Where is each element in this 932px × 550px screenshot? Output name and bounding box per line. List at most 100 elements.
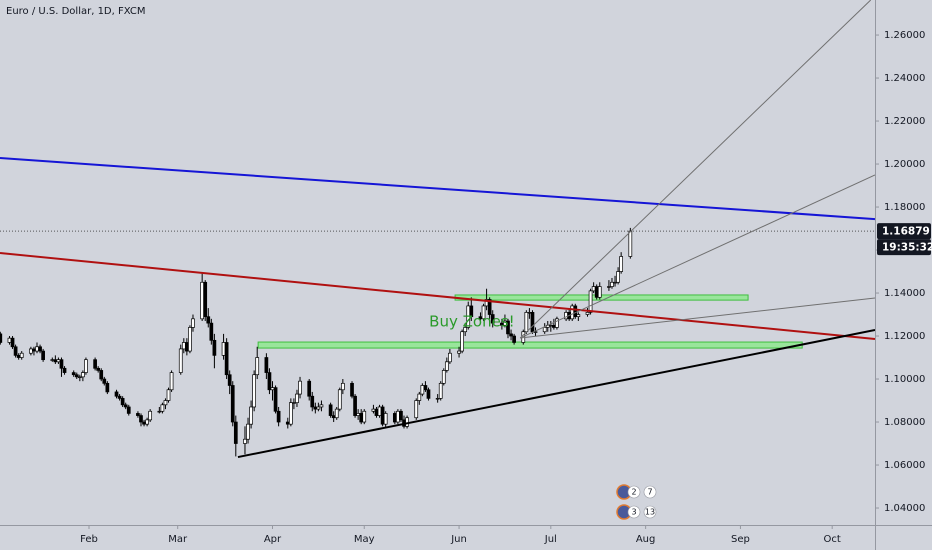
candle-body <box>126 406 131 414</box>
candle-body <box>142 421 146 425</box>
candle-body <box>506 320 510 335</box>
candle-body <box>487 299 492 315</box>
candle-body <box>53 359 58 363</box>
candle-body <box>481 305 486 320</box>
candle-body <box>13 346 18 356</box>
candle-body <box>224 342 229 376</box>
candle-body <box>264 357 269 373</box>
x-tick-label: Aug <box>636 534 656 545</box>
candle-body <box>420 385 425 395</box>
candle-body <box>185 342 189 352</box>
candle-body <box>243 438 247 444</box>
candle-body <box>359 413 364 423</box>
trend-line <box>519 0 872 339</box>
candle-body <box>448 352 452 363</box>
candle-body <box>157 410 162 413</box>
candle-body <box>610 281 614 287</box>
candle-body <box>35 346 39 352</box>
candle-body <box>573 305 578 318</box>
candle-body <box>542 327 547 333</box>
candle-body <box>200 281 205 320</box>
last-price-badge <box>877 223 931 240</box>
candle-body <box>331 415 336 419</box>
x-tick-label: Sep <box>731 534 750 545</box>
candle-body <box>10 337 15 348</box>
candle-body <box>209 322 214 341</box>
candle-body <box>81 372 85 378</box>
y-tick-label: 1.20000 <box>884 159 925 170</box>
candle-body <box>273 387 278 412</box>
candle-body <box>619 256 624 272</box>
candle-body <box>169 372 174 391</box>
countdown-label: 19:35:32 <box>882 242 932 254</box>
candle-body <box>616 271 620 283</box>
candle-body <box>423 385 428 391</box>
x-tick-label: May <box>354 534 375 545</box>
candle-body <box>38 346 42 352</box>
candle-body <box>463 327 468 333</box>
event-count-badge <box>643 505 657 519</box>
candle-body <box>71 372 76 376</box>
event-count: 7 <box>647 488 652 497</box>
candle-body <box>417 393 422 401</box>
candle-body <box>530 312 535 333</box>
candle-body <box>292 402 296 404</box>
candle-body <box>307 380 312 397</box>
candle-body <box>509 333 513 337</box>
x-tick-label: Mar <box>168 534 188 545</box>
candle-body <box>84 359 88 373</box>
candle-body <box>490 314 495 324</box>
y-tick-label: 1.04000 <box>884 503 925 514</box>
candle-body <box>0 333 3 343</box>
trend-line <box>520 297 875 339</box>
candle-body <box>249 406 253 425</box>
candle-body <box>588 290 593 313</box>
candle-body <box>585 312 590 315</box>
x-tick-label: Oct <box>824 534 841 545</box>
candle-body <box>246 423 250 440</box>
candle-body <box>7 337 12 343</box>
candle-body <box>120 398 125 406</box>
candle-body <box>548 324 553 327</box>
candle-body <box>191 318 195 328</box>
candle-body <box>570 305 575 320</box>
x-tick-label: Apr <box>264 534 282 545</box>
candle-body <box>527 312 532 314</box>
candle-body <box>396 410 400 423</box>
candle-body <box>102 378 107 384</box>
candle-body <box>289 402 293 425</box>
candle-body <box>59 359 64 369</box>
candle-body <box>457 350 461 354</box>
candle-body <box>178 348 183 373</box>
candle-body <box>255 357 260 376</box>
candle-body <box>594 286 599 298</box>
candle-body <box>163 400 168 406</box>
candle-body <box>441 370 446 384</box>
candle-body <box>426 389 431 399</box>
x-tick-label: Feb <box>80 534 98 545</box>
candle-body <box>19 352 24 358</box>
event-count-badge <box>627 485 641 499</box>
candle-body <box>77 376 82 379</box>
x-tick-label: Jul <box>544 534 557 545</box>
candle-body <box>41 350 45 361</box>
candle-body <box>145 419 149 425</box>
candle-body <box>29 348 33 354</box>
candle-body <box>206 316 211 324</box>
candle-body <box>221 342 226 356</box>
candle-body <box>252 374 257 408</box>
candle-body <box>276 410 281 423</box>
candle-body <box>233 421 238 444</box>
candle-body <box>628 230 633 257</box>
candle-body <box>340 382 345 391</box>
y-tick-label: 1.12000 <box>884 331 925 342</box>
annotation: Buy Zones! <box>429 313 514 331</box>
event-count-badge <box>627 505 641 519</box>
candle-body <box>460 331 464 352</box>
candle-body <box>380 406 385 425</box>
y-tick-label: 1.06000 <box>884 460 925 471</box>
candle-body <box>99 370 104 380</box>
y-tick-label: 1.08000 <box>884 417 925 428</box>
